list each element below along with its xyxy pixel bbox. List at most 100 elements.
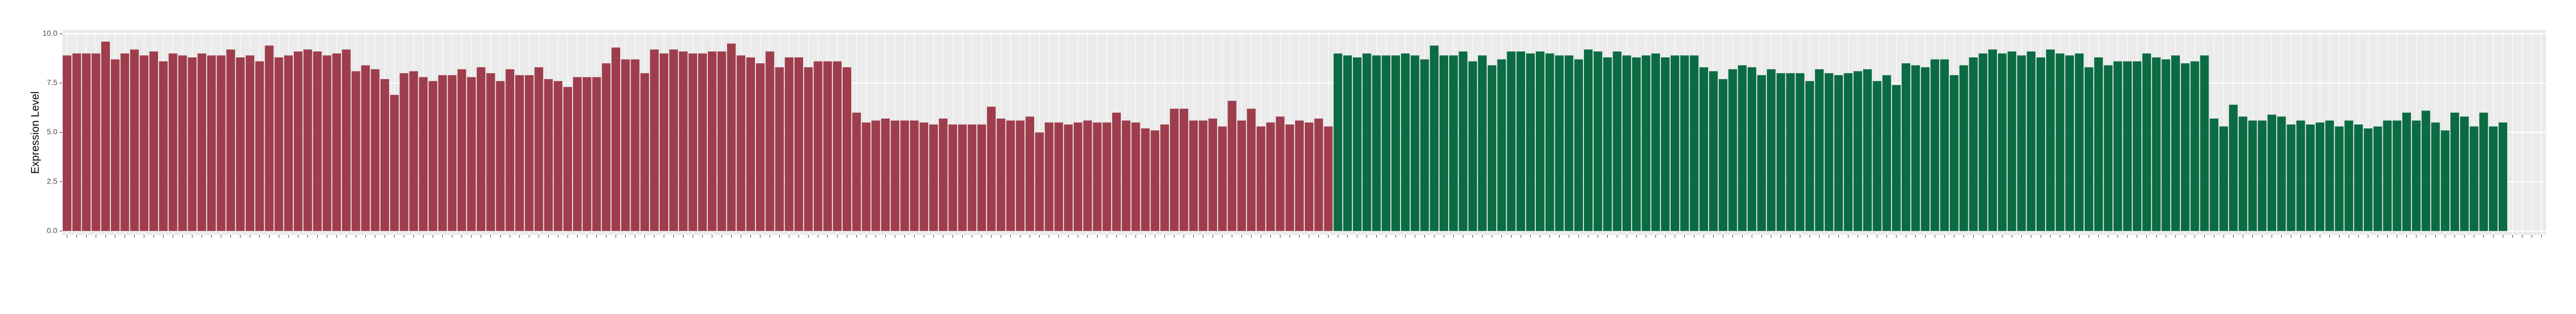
bar xyxy=(1892,85,1901,231)
bar xyxy=(197,53,206,231)
bar xyxy=(2411,120,2421,231)
bar xyxy=(1507,51,1516,231)
bar xyxy=(765,51,774,231)
y-tick-label: 7.5 xyxy=(47,78,58,87)
bar xyxy=(2113,61,2122,231)
bar xyxy=(409,71,418,231)
bar xyxy=(2315,122,2324,231)
bar xyxy=(1333,53,1343,231)
bar xyxy=(255,61,264,231)
bar xyxy=(688,53,698,231)
bar xyxy=(1102,122,1112,231)
bar xyxy=(1093,122,1102,231)
bar xyxy=(910,120,919,231)
bar xyxy=(1266,122,1275,231)
bar xyxy=(419,77,428,231)
bar xyxy=(1362,53,1371,231)
bar xyxy=(1718,79,1727,231)
bar xyxy=(149,51,159,231)
bar xyxy=(2094,57,2103,231)
bar xyxy=(110,59,120,231)
bar xyxy=(2383,120,2392,231)
bar xyxy=(428,81,437,231)
bar xyxy=(1401,53,1410,231)
bar xyxy=(1901,63,1910,231)
bar xyxy=(755,63,765,231)
bar xyxy=(1449,55,1458,231)
bar xyxy=(938,118,948,231)
bar xyxy=(496,81,505,231)
bar xyxy=(1439,55,1448,231)
bar xyxy=(1988,49,1997,231)
bar xyxy=(341,49,351,231)
bar xyxy=(265,45,274,231)
bar xyxy=(1189,120,1198,231)
bar xyxy=(2161,59,2171,231)
bar xyxy=(1863,69,1872,231)
bar xyxy=(2180,63,2190,231)
bar xyxy=(958,124,967,231)
bar xyxy=(1872,81,1882,231)
bar xyxy=(1786,73,1795,231)
bar xyxy=(457,69,466,231)
bar xyxy=(1844,73,1853,231)
bar xyxy=(717,51,726,231)
bar xyxy=(1420,59,1429,231)
bar xyxy=(804,67,813,231)
bar xyxy=(592,77,601,231)
y-axis-label: Expression Level xyxy=(29,91,41,174)
bar xyxy=(159,61,168,231)
bar xyxy=(1044,122,1054,231)
bar xyxy=(1314,118,1323,231)
bar xyxy=(833,61,842,231)
bar xyxy=(2046,49,2055,231)
bar xyxy=(1632,57,1641,231)
bar xyxy=(890,120,899,231)
bar xyxy=(968,124,977,231)
bar xyxy=(1064,124,1073,231)
bar xyxy=(2017,55,2026,231)
bar xyxy=(2441,130,2450,231)
bar xyxy=(1410,55,1420,231)
bar xyxy=(554,81,563,231)
bar xyxy=(1574,59,1583,231)
bar xyxy=(534,67,543,231)
bar xyxy=(486,73,495,231)
bar xyxy=(900,120,909,231)
bar xyxy=(361,65,370,231)
bar xyxy=(1959,65,1968,231)
bar xyxy=(2258,120,2267,231)
bar xyxy=(1545,53,1554,231)
bar xyxy=(1747,67,1757,231)
bar xyxy=(2055,53,2065,231)
bar xyxy=(987,107,996,231)
bar xyxy=(1382,55,1391,231)
bar xyxy=(101,41,110,231)
bar xyxy=(2498,122,2507,231)
bar xyxy=(515,75,524,231)
bar xyxy=(1555,55,1564,231)
bar xyxy=(794,57,803,231)
bar xyxy=(226,49,235,231)
bar xyxy=(707,51,717,231)
bar xyxy=(2075,53,2084,231)
bar xyxy=(1622,55,1631,231)
bar xyxy=(2277,116,2286,231)
bar xyxy=(1227,101,1237,231)
bar xyxy=(2123,61,2132,231)
bar xyxy=(2229,104,2238,231)
bar xyxy=(1208,118,1217,231)
bar xyxy=(1256,126,1265,231)
bar xyxy=(919,122,929,231)
bar xyxy=(2132,61,2141,231)
bar xyxy=(1169,108,1179,231)
bar xyxy=(2402,113,2411,231)
bar xyxy=(746,57,755,231)
bar xyxy=(1160,124,1169,231)
bar xyxy=(1035,132,1044,231)
bar xyxy=(611,47,620,231)
bar xyxy=(1699,67,1708,231)
bar xyxy=(467,77,476,231)
bar xyxy=(621,59,630,231)
bar xyxy=(2084,67,2093,231)
